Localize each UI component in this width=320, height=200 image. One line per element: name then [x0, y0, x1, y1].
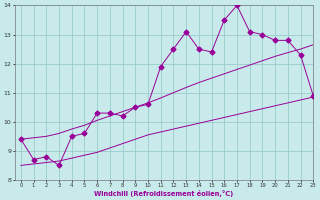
X-axis label: Windchill (Refroidissement éolien,°C): Windchill (Refroidissement éolien,°C) [94, 190, 234, 197]
